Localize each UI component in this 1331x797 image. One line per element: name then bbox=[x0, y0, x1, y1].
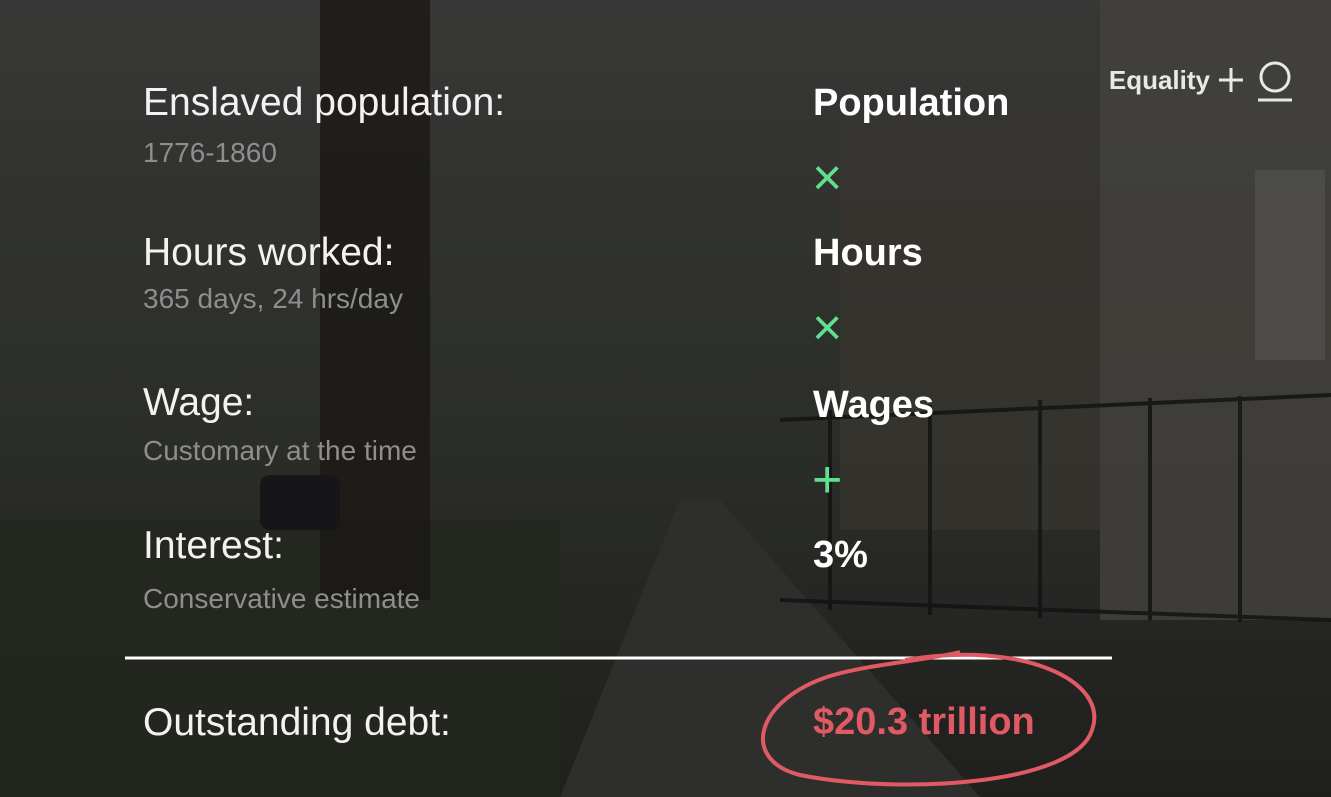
row-label: Hours worked: bbox=[143, 231, 394, 274]
row-note: Conservative estimate bbox=[143, 583, 420, 614]
row-note: Customary at the time bbox=[143, 435, 417, 466]
total-value: $20.3 trillion bbox=[813, 701, 1035, 743]
row-label: Enslaved population: bbox=[143, 81, 505, 124]
formula-term: Hours bbox=[813, 232, 923, 274]
formula-term: Wages bbox=[813, 384, 934, 426]
video-frame: Equality Enslaved population: 1776-1860 Ho… bbox=[0, 0, 1331, 797]
row-note: 1776-1860 bbox=[143, 137, 277, 168]
formula-operator: + bbox=[812, 451, 842, 509]
formula-operator: × bbox=[812, 299, 842, 357]
row-label: Wage: bbox=[143, 381, 254, 424]
row-note: 365 days, 24 hrs/day bbox=[143, 283, 403, 314]
brand-name: Equality bbox=[1109, 65, 1211, 95]
formula-term: Population bbox=[813, 82, 1009, 124]
formula-operator: × bbox=[812, 149, 842, 207]
row-label: Interest: bbox=[143, 524, 284, 567]
total-label: Outstanding debt: bbox=[143, 701, 451, 744]
formula-term: 3% bbox=[813, 534, 868, 576]
